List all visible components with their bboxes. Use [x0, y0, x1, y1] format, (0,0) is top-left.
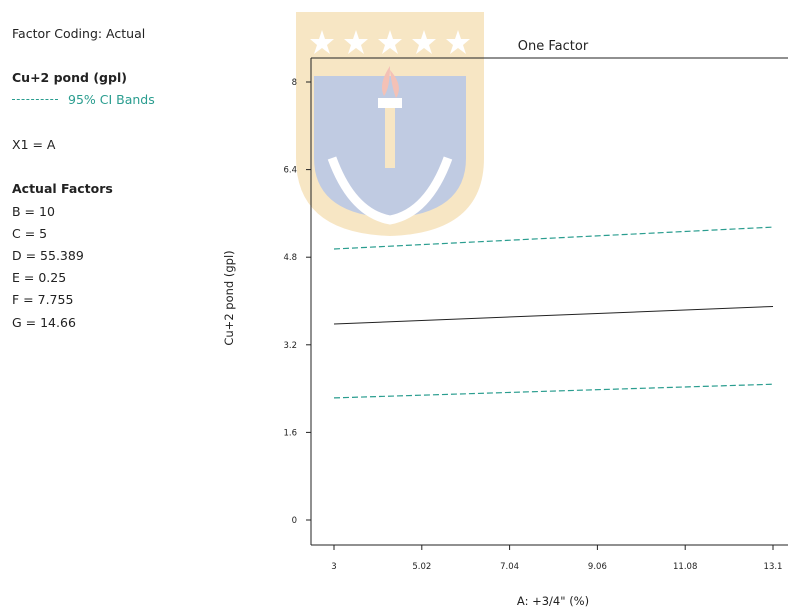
ci-legend-item: 95% CI Bands [12, 92, 155, 107]
chart-title: One Factor [518, 39, 589, 54]
factor-c: C = 5 [12, 226, 48, 241]
ci-legend-label: 95% CI Bands [68, 92, 155, 107]
x-ticks: 3 5.02 7.04 9.06 11.08 13.1 [331, 545, 782, 572]
university-crest-watermark [296, 12, 484, 236]
factor-coding-label: Factor Coding: Actual [12, 26, 146, 41]
y-tick-label: 6.4 [283, 166, 297, 176]
y-tick-label: 3.2 [283, 341, 297, 351]
x-tick-label: 11.08 [673, 562, 697, 572]
ci-lower-line [333, 383, 774, 399]
actual-factors-heading: Actual Factors [12, 181, 113, 196]
y-axis-label: Cu+2 pond (gpl) [222, 250, 236, 345]
prediction-line [333, 305, 774, 325]
ci-dash-swatch [12, 99, 58, 100]
factor-e: E = 0.25 [12, 270, 67, 285]
y-ticks: 0 1.6 3.2 4.8 6.4 8 [283, 78, 311, 526]
x-tick-label: 9.06 [588, 562, 607, 572]
x-tick-label: 7.04 [500, 562, 519, 572]
y-tick-label: 1.6 [283, 428, 297, 438]
x-tick-label: 3 [331, 562, 336, 572]
y-tick-label: 0 [292, 516, 297, 526]
y-tick-label: 4.8 [283, 253, 297, 263]
x-tick-label: 13.1 [764, 562, 783, 572]
factor-d: D = 55.389 [12, 248, 84, 263]
x1-label: X1 = A [12, 137, 56, 152]
series-layer [333, 226, 774, 399]
factor-f: F = 7.755 [12, 292, 74, 307]
x-axis-label: A: +3/4" (%) [517, 594, 589, 608]
response-name: Cu+2 pond (gpl) [12, 70, 127, 85]
factor-b: B = 10 [12, 204, 55, 219]
ci-upper-line [333, 226, 774, 250]
x-tick-label: 5.02 [412, 562, 431, 572]
y-tick-label: 8 [292, 78, 297, 88]
factor-g: G = 14.66 [12, 315, 76, 330]
